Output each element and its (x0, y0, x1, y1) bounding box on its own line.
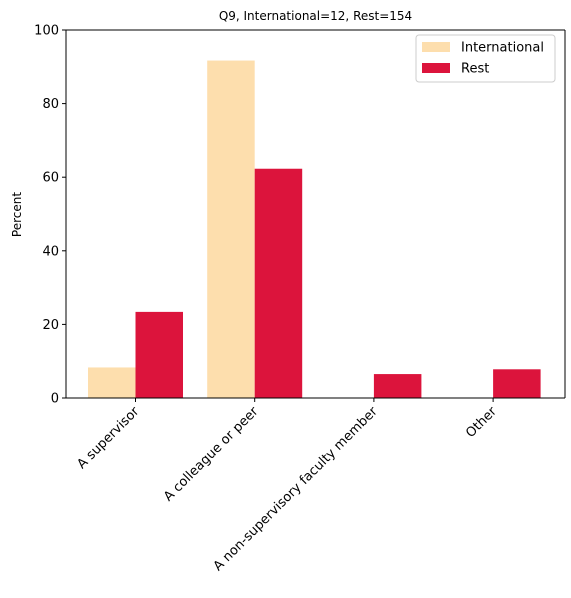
y-tick-label: 40 (42, 244, 59, 259)
bar-international-1 (207, 60, 255, 398)
y-tick-label: 60 (42, 171, 59, 186)
bar-rest-3 (493, 369, 541, 398)
bar-rest-2 (373, 374, 422, 398)
bar-international-0 (88, 367, 136, 398)
x-tick-label: A supervisor (74, 404, 142, 472)
y-tick-label: 20 (42, 318, 59, 333)
chart-title: Q9, International=12, Rest=154 (219, 9, 412, 23)
x-tick-label: A colleague or peer (161, 404, 262, 505)
legend-label: Rest (461, 62, 489, 77)
legend: International Rest (415, 34, 556, 83)
legend-label: International (461, 41, 544, 56)
legend-swatch (422, 42, 450, 52)
x-tick-label: Other (463, 404, 500, 441)
plot-area: 0 20 40 60 80 100 A supervisor A colleague or p… (34, 24, 566, 574)
bar-rest-0 (135, 311, 183, 398)
y-tick-label: 80 (42, 97, 59, 112)
legend-box (415, 34, 556, 83)
bar-rest-1 (254, 168, 303, 398)
y-axis-label: Percent (10, 192, 24, 237)
y-tick-label: 0 (51, 392, 59, 407)
y-tick-label: 100 (34, 24, 59, 39)
legend-swatch (422, 63, 450, 73)
